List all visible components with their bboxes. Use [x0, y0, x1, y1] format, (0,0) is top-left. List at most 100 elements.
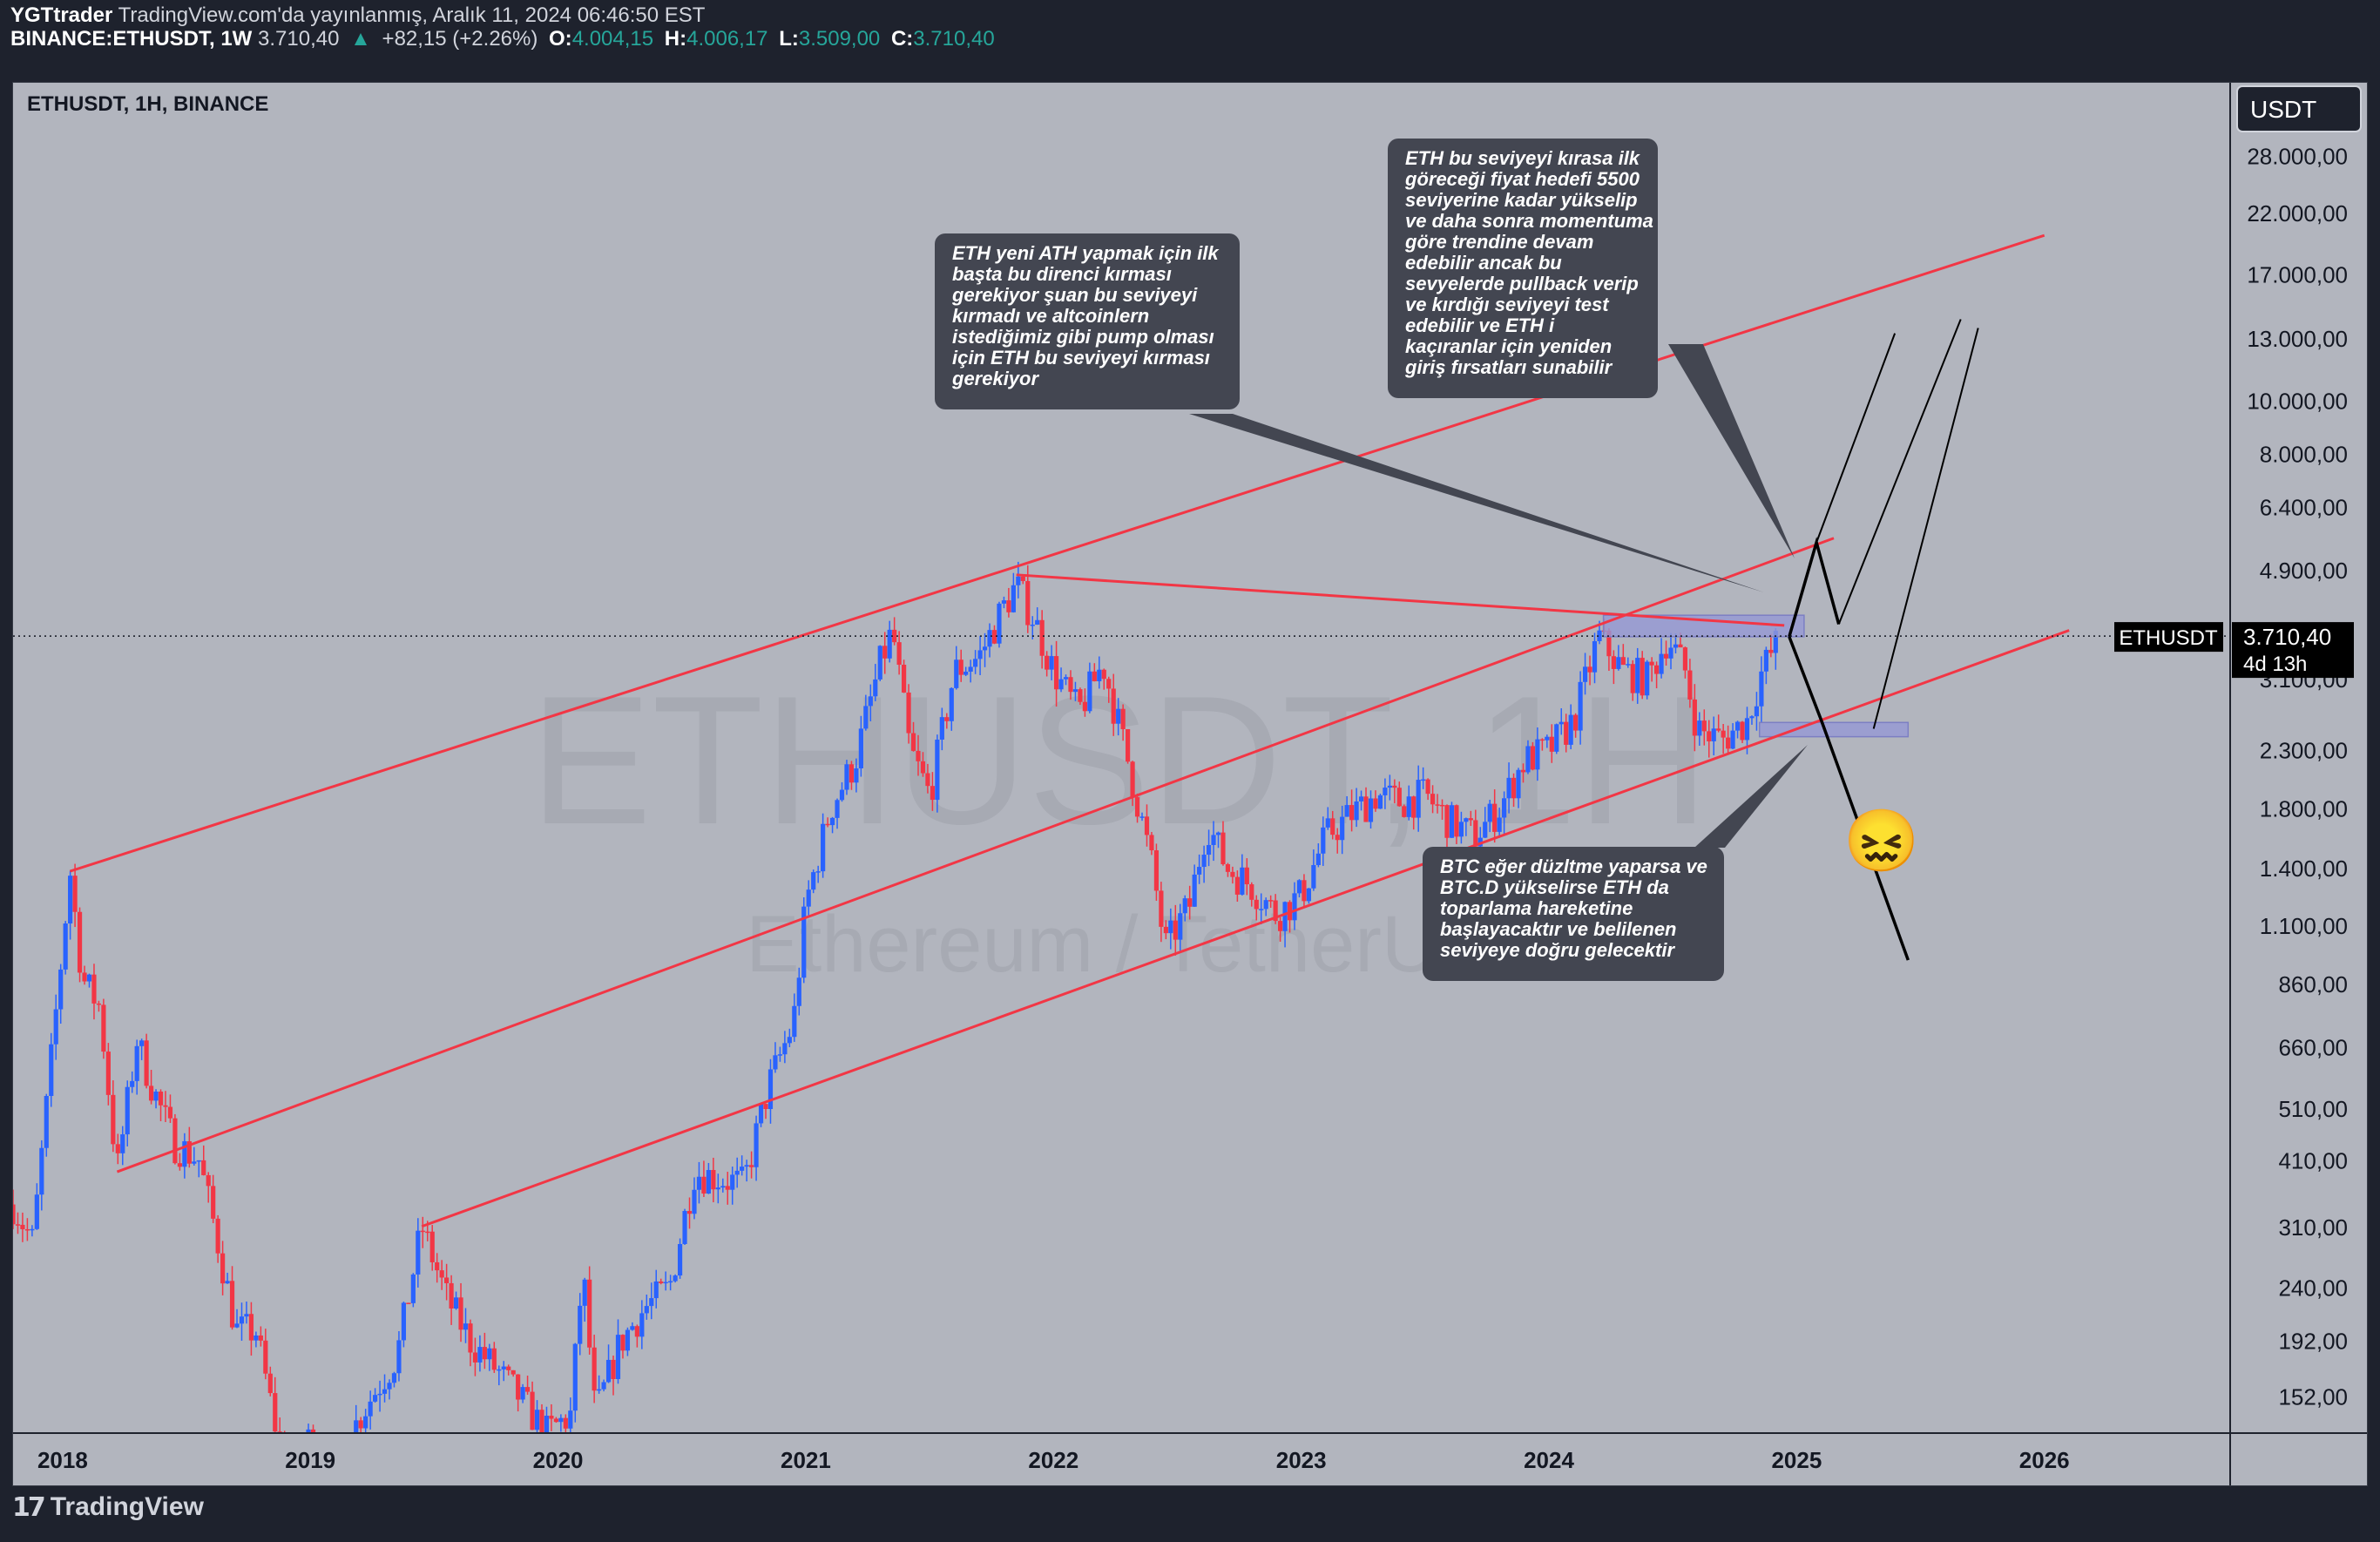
candle [354, 1404, 359, 1433]
candle [1053, 640, 1059, 707]
candle [1578, 671, 1583, 745]
candle-body [439, 1270, 444, 1278]
tradingview-logo[interactable]: 𝟭𝟳 TradingView [12, 1490, 204, 1525]
candle [854, 758, 859, 793]
candle [340, 1440, 344, 1470]
candle-body [1506, 777, 1511, 799]
candle [568, 1397, 573, 1433]
candle-body [516, 1374, 521, 1400]
candle [1006, 587, 1011, 618]
callout-ath-resistance[interactable]: ETH yeni ATH yapmak için ilk başta bu dir… [935, 233, 1764, 592]
candle-body [887, 629, 892, 659]
candle [1259, 893, 1264, 924]
price-axis[interactable]: 28.000,00 22.000,00 17.000,00 13.000,00 10.0… [2247, 143, 2348, 1410]
candle [1349, 789, 1355, 832]
candle-body [1597, 630, 1602, 641]
candle-body [1454, 805, 1459, 837]
candle [997, 601, 1002, 648]
candle [177, 1153, 182, 1171]
candle-body [1511, 777, 1517, 799]
candle [44, 1093, 49, 1157]
candle [1273, 894, 1278, 924]
ath-resistance-line[interactable] [1016, 573, 1785, 627]
candle [1049, 645, 1054, 680]
candle [625, 1327, 631, 1356]
candle-body [553, 1418, 558, 1423]
candle [549, 1403, 554, 1431]
projection-line[interactable] [1837, 319, 1962, 625]
projection-line[interactable] [1872, 328, 1979, 729]
symbol-interval[interactable]: BINANCE:ETHUSDT, 1W [10, 27, 253, 51]
candle-body [234, 1323, 240, 1328]
candle-body [1516, 769, 1521, 799]
channel-middle-line[interactable] [116, 537, 1835, 1173]
bearish-projection-path[interactable] [1788, 636, 1910, 961]
support-zone[interactable] [1758, 721, 1910, 738]
candle-body [1230, 871, 1235, 877]
candle-body [34, 1194, 39, 1229]
candle [1668, 632, 1673, 670]
price-tag-bg [2232, 622, 2354, 679]
candle-body [758, 1104, 764, 1124]
candle-body [1464, 818, 1469, 822]
callout-btc-correction[interactable]: BTC eğer düzltme yaparsa ve BTC.D yükseli… [1423, 745, 1808, 981]
candle [258, 1326, 263, 1347]
candle [1554, 723, 1559, 754]
candle-body [1072, 689, 1078, 693]
channel-lower-line[interactable] [421, 629, 2070, 1228]
candle-body [592, 1347, 597, 1391]
candle [720, 1178, 726, 1193]
candle-body [954, 659, 959, 688]
candle [1344, 795, 1349, 817]
candle-body [1254, 899, 1259, 910]
candle [578, 1293, 583, 1356]
candle [767, 1058, 774, 1124]
last-price-tag[interactable]: ETHUSDT 3.710,40 4d 13h [2114, 622, 2354, 679]
candle [105, 1043, 111, 1106]
candle-body [391, 1373, 397, 1383]
currency-button[interactable]: USDT [2236, 85, 2362, 132]
author-name[interactable]: YGTtrader [10, 3, 113, 27]
candle [1707, 720, 1712, 758]
candle [1444, 804, 1450, 849]
candle [387, 1379, 392, 1400]
chart-area[interactable]: ETHUSDT, 1H Ethereum / TetherUS 28.000,0… [12, 82, 2368, 1486]
price-chart[interactable]: ETHUSDT, 1H Ethereum / TetherUS 28.000,0… [13, 83, 2367, 1485]
candle [821, 813, 826, 878]
candle-body [1201, 855, 1207, 868]
time-axis[interactable]: 2018 2019 2020 2021 2022 2023 2024 2025 2026 [37, 1447, 2070, 1473]
candle [1711, 716, 1716, 756]
candle-body [453, 1297, 459, 1309]
candle [186, 1126, 192, 1168]
candle-body [673, 1275, 678, 1282]
candle [1582, 653, 1588, 695]
candle-body [991, 630, 997, 644]
candle-body [1087, 671, 1092, 712]
candle-body [572, 1343, 578, 1411]
candle [196, 1160, 201, 1178]
candle [630, 1322, 635, 1331]
chart-legend[interactable]: ETHUSDT, 1H, BINANCE [27, 92, 268, 116]
candle-body [1520, 769, 1526, 773]
candle [1153, 843, 1160, 901]
candle [963, 666, 969, 677]
candle [706, 1162, 711, 1194]
candle-body [1340, 816, 1345, 841]
candle-body [916, 750, 921, 761]
resistance-zone[interactable] [1602, 614, 1805, 638]
candle [868, 684, 873, 721]
candle-body [882, 646, 888, 659]
candle [172, 1113, 178, 1165]
candle [544, 1406, 550, 1433]
channel-upper-line[interactable] [69, 233, 2045, 873]
candle [686, 1197, 693, 1229]
callout-price-target[interactable]: ETH bu seviyeyi kırasa ilk göreceği fiyat… [1388, 139, 1795, 558]
candle [1392, 779, 1397, 804]
candle [1068, 670, 1073, 700]
candle-body [1292, 893, 1297, 921]
candle [139, 1038, 145, 1060]
candle-body [306, 1429, 311, 1433]
candle [1234, 870, 1240, 903]
candle-body [1144, 816, 1150, 835]
projection-line[interactable] [1815, 333, 1897, 544]
